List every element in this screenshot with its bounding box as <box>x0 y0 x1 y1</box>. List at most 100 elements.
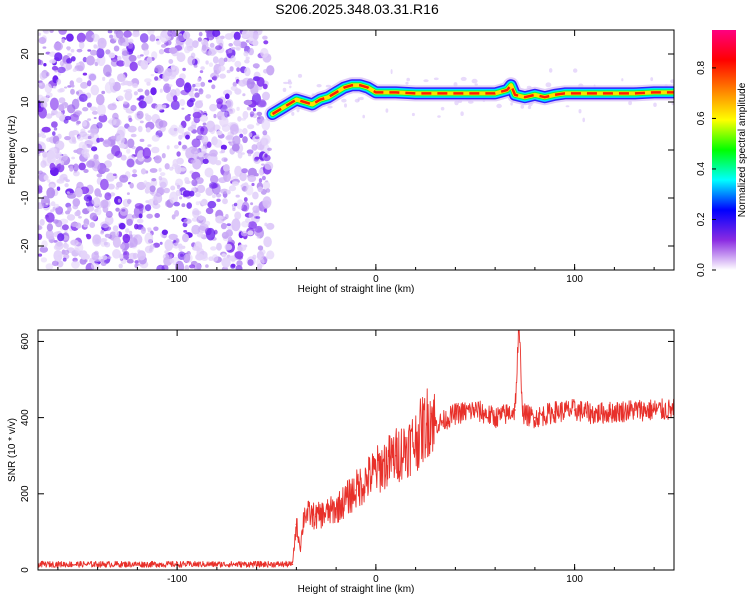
noise-speck <box>198 215 204 221</box>
noise-speck <box>190 159 196 164</box>
noise-speck <box>258 168 264 175</box>
x-tick-label: -100 <box>167 574 187 585</box>
noise-speck <box>100 199 109 209</box>
colorbar-tick-label: 0.0 <box>696 263 707 277</box>
noise-speck <box>105 49 111 55</box>
snr-point <box>522 413 524 415</box>
noise-speck <box>256 77 265 87</box>
noise-speck <box>234 251 244 260</box>
noise-speck <box>58 104 65 112</box>
noise-speck <box>206 120 216 133</box>
noise-speck <box>89 106 98 112</box>
noise-speck <box>164 68 173 77</box>
noise-speck <box>116 181 123 188</box>
noise-speck <box>179 196 183 200</box>
noise-speck <box>228 185 237 192</box>
snr-point <box>303 512 306 514</box>
noise-speck <box>51 65 59 71</box>
noise-speck <box>263 236 272 248</box>
noise-speck <box>245 185 254 196</box>
noise-speck <box>196 233 204 238</box>
noise-speck <box>126 258 134 264</box>
x-tick-label: 0 <box>373 574 379 585</box>
snr-plot-area <box>38 330 674 570</box>
noise-speck <box>63 243 69 249</box>
y-tick-label: 0 <box>20 147 31 153</box>
noise-speck <box>64 183 69 188</box>
noise-speck <box>138 101 143 107</box>
noise-speck <box>128 38 134 44</box>
noise-speck <box>47 179 51 183</box>
noise-speck <box>96 94 105 106</box>
noise-speck <box>223 89 233 97</box>
noise-speck <box>262 196 272 209</box>
x-tick-label: 100 <box>566 274 583 285</box>
noise-speck <box>70 88 75 95</box>
colorbar-label: Normalized spectral amplitude <box>737 82 748 217</box>
noise-speck <box>147 144 152 147</box>
noise-speck <box>98 137 104 142</box>
noise-speck <box>362 114 366 119</box>
noise-speck <box>189 190 195 197</box>
noise-speck <box>205 264 209 268</box>
noise-speck <box>114 230 119 237</box>
noise-speck <box>149 244 155 250</box>
noise-speck <box>208 49 216 56</box>
noise-speck <box>250 83 259 96</box>
noise-speck <box>198 31 203 37</box>
noise-speck <box>156 264 165 270</box>
noise-speck <box>120 243 125 250</box>
noise-speck <box>232 207 236 212</box>
noise-speck <box>109 34 114 39</box>
noise-speck <box>228 49 233 54</box>
x-tick-label: 0 <box>373 274 379 285</box>
noise-speck <box>90 49 98 56</box>
noise-speck <box>240 152 245 155</box>
noise-speck <box>159 88 163 93</box>
noise-speck <box>248 132 253 138</box>
noise-speck <box>115 207 120 212</box>
noise-speck <box>40 101 48 109</box>
noise-speck <box>155 118 164 129</box>
noise-speck <box>193 64 198 68</box>
noise-speck <box>38 133 42 138</box>
noise-speck <box>161 229 168 236</box>
noise-speck <box>168 166 174 171</box>
noise-speck <box>130 133 137 138</box>
noise-speck <box>203 114 207 117</box>
noise-speck <box>173 201 180 207</box>
noise-speck <box>67 206 72 213</box>
noise-speck <box>202 158 209 164</box>
y-tick-label: 200 <box>20 485 31 502</box>
noise-speck <box>215 160 222 166</box>
noise-speck <box>96 173 103 178</box>
noise-speck <box>123 252 128 255</box>
noise-speck <box>38 225 43 231</box>
noise-speck <box>359 96 364 101</box>
noise-speck <box>208 182 218 189</box>
noise-speck <box>67 53 72 57</box>
noise-speck <box>97 37 107 49</box>
noise-speck <box>235 47 240 51</box>
noise-speck <box>138 213 143 219</box>
noise-speck <box>88 37 94 43</box>
noise-speck <box>170 185 176 191</box>
noise-speck <box>139 95 145 100</box>
noise-speck <box>454 100 459 106</box>
noise-speck <box>56 178 65 184</box>
noise-speck <box>213 63 222 75</box>
noise-speck <box>262 91 270 101</box>
noise-speck <box>83 194 93 202</box>
noise-speck <box>189 264 196 269</box>
x-tick-label: -100 <box>167 274 187 285</box>
noise-speck <box>200 66 205 70</box>
noise-speck <box>137 54 141 59</box>
noise-speck <box>237 116 242 122</box>
noise-speck <box>75 91 80 95</box>
noise-speck <box>197 37 202 42</box>
snr-y-label: SNR (10 * v/v) <box>7 418 18 482</box>
noise-speck <box>236 260 243 267</box>
noise-speck <box>224 243 233 251</box>
noise-speck <box>218 65 226 72</box>
noise-speck <box>239 133 244 138</box>
